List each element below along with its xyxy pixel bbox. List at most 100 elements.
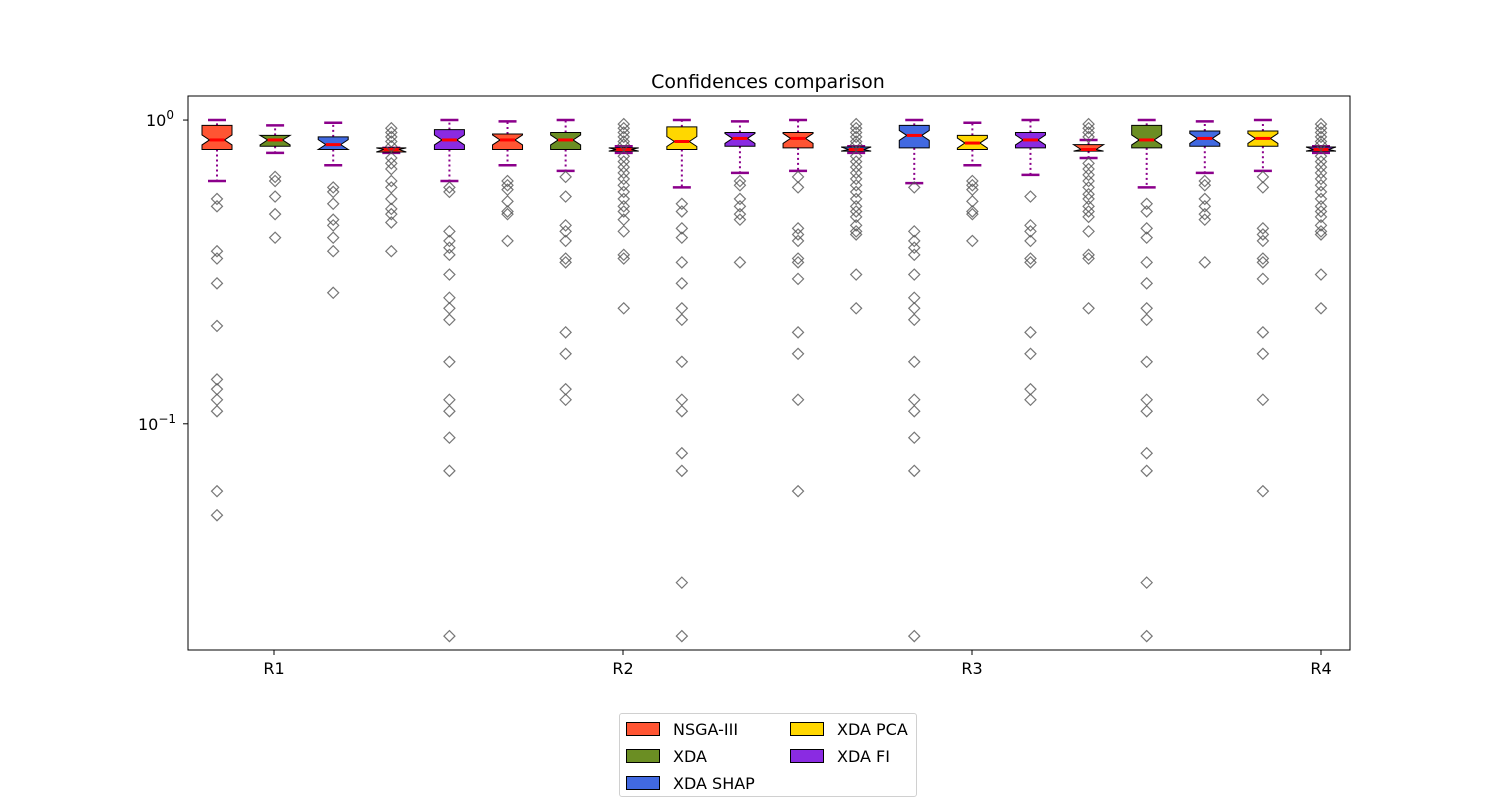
box-group [201,118,233,522]
outlier-marker [1256,272,1270,286]
outlier-marker [443,248,456,262]
box-group [1071,117,1106,315]
outlier-marker [210,192,224,206]
outlier-marker [791,252,805,265]
outlier-marker [501,207,514,221]
outlier-marker [733,256,747,269]
outlier-marker [1140,301,1154,315]
outlier-marker [210,244,224,258]
outlier-marker [384,135,398,148]
outlier-marker [326,286,340,300]
outlier-marker [1256,170,1270,184]
outlier-marker [1082,210,1095,224]
outlier-marker [443,291,456,305]
box-group [433,118,465,643]
legend-swatch [790,722,824,736]
legend-item: XDA FI [790,746,890,766]
outlier-marker [559,347,572,361]
outlier-marker [1198,178,1212,192]
outlier-marker [384,130,398,144]
outlier-marker [733,192,747,206]
outlier-marker [675,393,689,407]
legend-swatch [790,749,824,763]
x-tick-label: R4 [1310,659,1331,678]
box-body [1131,124,1163,149]
outlier-marker [733,207,747,221]
outlier-marker [1256,228,1270,241]
outlier-marker [1082,168,1095,182]
outlier-marker [907,629,921,643]
outlier-marker [1256,393,1270,407]
outlier-marker [617,126,631,139]
outlier-marker [384,181,398,194]
outlier-marker [210,199,224,213]
outlier-marker [849,192,863,206]
outlier-marker [443,181,456,194]
outlier-marker [617,199,631,213]
outlier-marker [1082,205,1095,218]
outlier-marker [617,172,631,186]
outlier-marker [1314,166,1328,180]
outlier-marker [210,319,224,333]
outlier-marker [1198,207,1212,221]
outlier-marker [1140,446,1154,460]
outlier-marker [675,256,689,269]
outlier-marker [443,225,456,238]
box-body [492,133,524,150]
outlier-marker [1314,135,1328,148]
outlier-marker [617,205,631,218]
outlier-marker [210,393,224,407]
outlier-marker [210,373,224,386]
outlier-marker [966,178,979,192]
outlier-marker [1198,199,1212,213]
outlier-marker [559,234,572,248]
outlier-marker [210,276,224,290]
box-group [898,118,930,643]
outlier-marker [1140,231,1154,245]
outlier-marker [1314,178,1328,192]
box-body [666,126,698,150]
x-tick-label: R2 [612,659,633,678]
outlier-marker [1314,172,1328,186]
outlier-marker [791,484,805,498]
outlier-marker [1082,121,1095,135]
outlier-marker [791,170,805,184]
outlier-marker [907,301,921,315]
outlier-marker [1140,393,1154,407]
box-group [316,121,350,300]
outlier-marker [1082,252,1095,265]
outlier-marker [1314,210,1328,224]
outlier-marker [675,446,689,460]
outlier-marker [849,172,863,186]
outlier-marker [907,291,921,305]
box-group [492,120,524,248]
box-group [1189,120,1221,269]
outlier-marker [326,181,340,194]
outlier-marker [559,225,572,238]
outlier-marker [326,231,340,245]
box-group [1305,117,1337,315]
outlier-marker [268,207,282,221]
box-group [841,117,872,315]
outlier-marker [268,174,282,188]
outlier-marker [1024,252,1037,265]
x-tick-label: R1 [263,659,284,678]
outlier-marker [849,135,863,148]
outlier-marker [791,181,805,194]
outlier-marker [675,464,689,478]
plot-area [187,95,1351,651]
outlier-marker [849,121,863,135]
outlier-marker [1256,256,1270,269]
outlier-marker [791,326,805,339]
outlier-marker [1256,222,1270,235]
outlier-marker [1082,187,1095,201]
outlier-marker [559,256,572,269]
outlier-marker [384,157,398,170]
y-tick-label: 100 [146,108,174,130]
outlier-marker [443,629,456,643]
outlier-marker [849,166,863,180]
legend-item: NSGA-III [626,719,738,739]
legend-swatch [626,776,660,790]
outlier-marker [384,207,398,221]
outlier-marker [791,256,805,269]
